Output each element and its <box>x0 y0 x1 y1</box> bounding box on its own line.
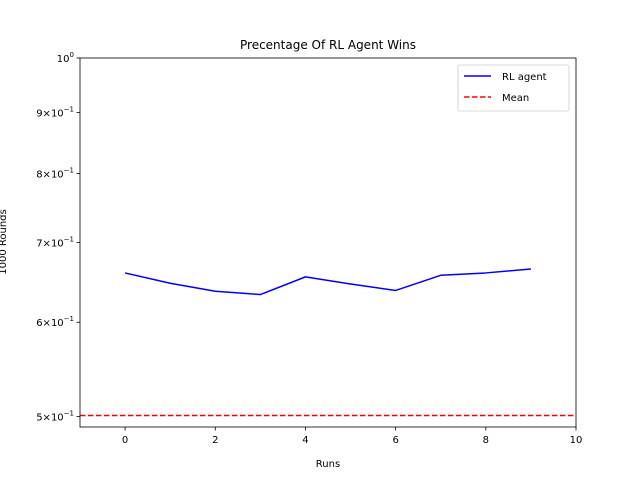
x-tick-label: 8 <box>483 435 489 446</box>
legend-label: RL agent <box>502 72 547 83</box>
plot-frame <box>79 57 577 428</box>
y-tick-label: 8×10−1 <box>36 166 74 180</box>
y-tick-label: 5×10−1 <box>36 410 74 424</box>
x-tick-label: 6 <box>392 435 398 446</box>
y-tick-label: 100 <box>57 51 74 65</box>
chart-title: Precentage Of RL Agent Wins <box>240 38 416 52</box>
x-tick-label: 4 <box>302 435 308 446</box>
plot-area <box>79 57 577 428</box>
y-tick-label: 9×10−1 <box>36 106 74 120</box>
series-line-rl-agent <box>124 268 531 296</box>
y-tick-label: 6×10−1 <box>36 315 74 329</box>
legend-label: Mean <box>502 93 529 104</box>
legend: RL agent Mean <box>457 64 570 112</box>
y-tick-label: 7×10−1 <box>36 236 74 250</box>
x-tick-label: 10 <box>570 435 583 446</box>
axis-ticks: 0 2 4 6 8 10 5×10−1 6×10−1 7×10−1 8×10−1 9×10−1 100 <box>36 51 582 446</box>
x-tick-label: 0 <box>122 435 128 446</box>
y-axis-title: 1000 Rounds <box>0 209 9 274</box>
x-tick-label: 2 <box>212 435 218 446</box>
x-axis-title: Runs <box>316 459 340 470</box>
